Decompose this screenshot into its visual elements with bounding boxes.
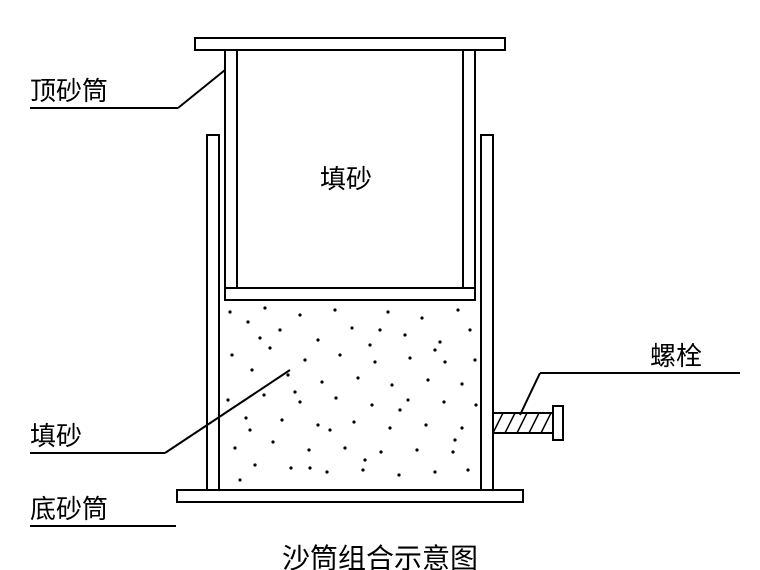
sand-region bbox=[219, 300, 481, 490]
label-fill-sand-lower: 填砂 bbox=[30, 422, 82, 451]
caption: 沙筒组合示意图 bbox=[282, 543, 478, 570]
label-fill-sand-upper: 填砂 bbox=[320, 165, 372, 194]
label-top-cylinder: 顶砂筒 bbox=[30, 77, 108, 106]
label-bolt: 螺栓 bbox=[650, 342, 702, 371]
label-bottom-cylinder: 底砂筒 bbox=[30, 495, 108, 524]
sand-cylinder-diagram: 顶砂筒填砂填砂底砂筒螺栓沙筒组合示意图 bbox=[0, 0, 760, 570]
